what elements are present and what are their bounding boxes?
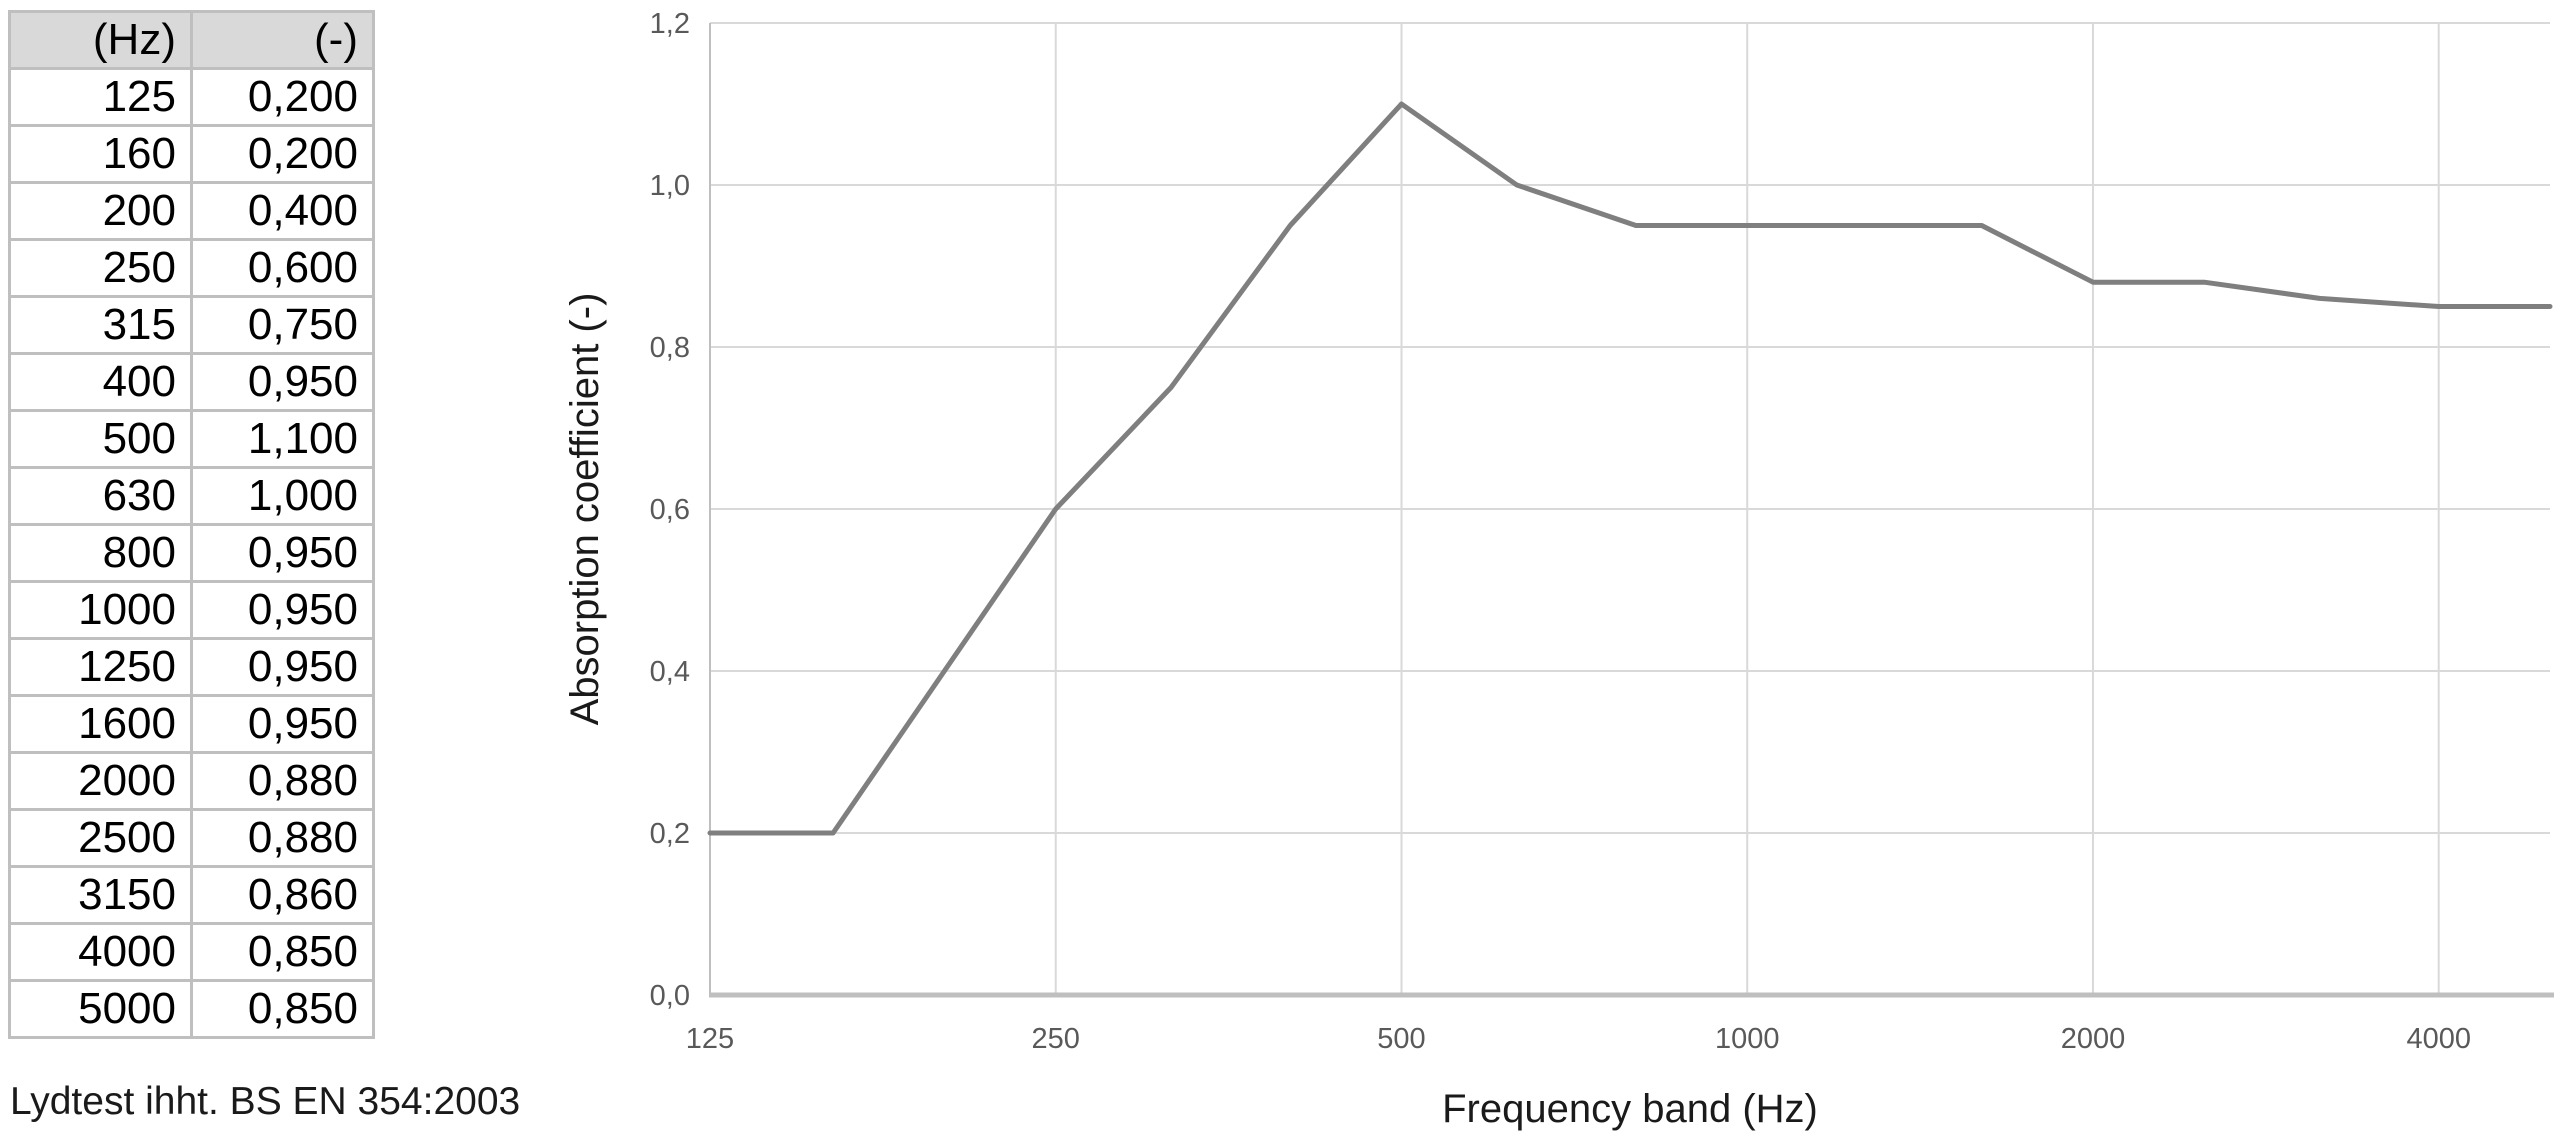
coefficient-cell: 0,950 — [190, 580, 375, 640]
y-tick-label: 0,2 — [650, 818, 690, 850]
absorption-table-header: (Hz) (-) — [8, 10, 375, 70]
coefficient-cell: 0,950 — [190, 694, 375, 754]
table-row: 250 0,600 — [8, 238, 375, 298]
frequency-cell: 800 — [8, 523, 193, 583]
table-row: 5000 0,850 — [8, 979, 375, 1039]
frequency-cell: 1250 — [8, 637, 193, 697]
test-standard-caption: Lydtest ihht. BS EN 354:2003 — [10, 1080, 521, 1123]
x-axis-tick-labels: 125 250 500 1000 2000 4000 — [686, 1023, 2471, 1055]
frequency-cell: 250 — [8, 238, 193, 298]
table-row: 630 1,000 — [8, 466, 375, 526]
table-row: 4000 0,850 — [8, 922, 375, 982]
y-axis-title: Absorption coefficient (-) — [563, 293, 607, 726]
coefficient-cell: 0,950 — [190, 637, 375, 697]
table-row: 1250 0,950 — [8, 637, 375, 697]
frequency-cell: 400 — [8, 352, 193, 412]
x-tick-label: 250 — [1032, 1023, 1080, 1055]
table-row: 800 0,950 — [8, 523, 375, 583]
table-row: 315 0,750 — [8, 295, 375, 355]
table-row: 400 0,950 — [8, 352, 375, 412]
x-tick-label: 500 — [1377, 1023, 1425, 1055]
y-tick-label: 0,0 — [650, 980, 690, 1012]
frequency-cell: 5000 — [8, 979, 193, 1039]
coefficient-cell: 0,880 — [190, 751, 375, 811]
table-row: 500 1,100 — [8, 409, 375, 469]
frequency-cell: 315 — [8, 295, 193, 355]
coefficient-cell: 0,200 — [190, 124, 375, 184]
x-tick-label: 1000 — [1715, 1023, 1780, 1055]
coefficient-cell: 0,850 — [190, 922, 375, 982]
coefficient-cell: 0,850 — [190, 979, 375, 1039]
coefficient-cell: 1,100 — [190, 409, 375, 469]
coefficient-cell: 0,950 — [190, 523, 375, 583]
frequency-cell: 4000 — [8, 922, 193, 982]
coefficient-cell: 0,400 — [190, 181, 375, 241]
coefficient-cell: 1,000 — [190, 466, 375, 526]
x-axis-title: Frequency band (Hz) — [1442, 1087, 1818, 1131]
table-row: 1600 0,950 — [8, 694, 375, 754]
y-axis-tick-labels: 0,0 0,2 0,4 0,6 0,8 1,0 1,2 — [650, 8, 690, 1012]
table-row: 2000 0,880 — [8, 751, 375, 811]
coefficient-cell: 0,880 — [190, 808, 375, 868]
y-tick-label: 0,4 — [650, 656, 690, 688]
frequency-cell: 2500 — [8, 808, 193, 868]
column-header-frequency: (Hz) — [8, 10, 193, 70]
table-row: 3150 0,860 — [8, 865, 375, 925]
frequency-cell: 200 — [8, 181, 193, 241]
y-tick-label: 0,8 — [650, 332, 690, 364]
absorption-table: (Hz) (-) 125 0,200 160 0,200 200 0,400 250 0,60… — [8, 10, 375, 1039]
frequency-cell: 630 — [8, 466, 193, 526]
coefficient-cell: 0,750 — [190, 295, 375, 355]
x-tick-label: 2000 — [2061, 1023, 2126, 1055]
frequency-cell: 1600 — [8, 694, 193, 754]
column-header-coefficient: (-) — [190, 10, 375, 70]
frequency-cell: 125 — [8, 67, 193, 127]
absorption-table-body: 125 0,200 160 0,200 200 0,400 250 0,600 315 0,750… — [8, 67, 375, 1039]
frequency-cell: 3150 — [8, 865, 193, 925]
x-tick-label: 125 — [686, 1023, 734, 1055]
frequency-cell: 2000 — [8, 751, 193, 811]
coefficient-cell: 0,200 — [190, 67, 375, 127]
series-line — [707, 101, 2553, 836]
coefficient-cell: 0,600 — [190, 238, 375, 298]
x-tick-label: 4000 — [2406, 1023, 2471, 1055]
chart-gridlines — [710, 22, 2550, 995]
frequency-cell: 1000 — [8, 580, 193, 640]
table-row: 125 0,200 — [8, 67, 375, 127]
table-row: 160 0,200 — [8, 124, 375, 184]
coefficient-cell: 0,950 — [190, 352, 375, 412]
table-row: 200 0,400 — [8, 181, 375, 241]
frequency-cell: 500 — [8, 409, 193, 469]
coefficient-cell: 0,860 — [190, 865, 375, 925]
y-tick-label: 1,0 — [650, 170, 690, 202]
table-header-row: (Hz) (-) — [8, 10, 375, 70]
y-tick-label: 1,2 — [650, 8, 690, 40]
table-row: 1000 0,950 — [8, 580, 375, 640]
frequency-cell: 160 — [8, 124, 193, 184]
table-row: 2500 0,880 — [8, 808, 375, 868]
y-tick-label: 0,6 — [650, 494, 690, 526]
